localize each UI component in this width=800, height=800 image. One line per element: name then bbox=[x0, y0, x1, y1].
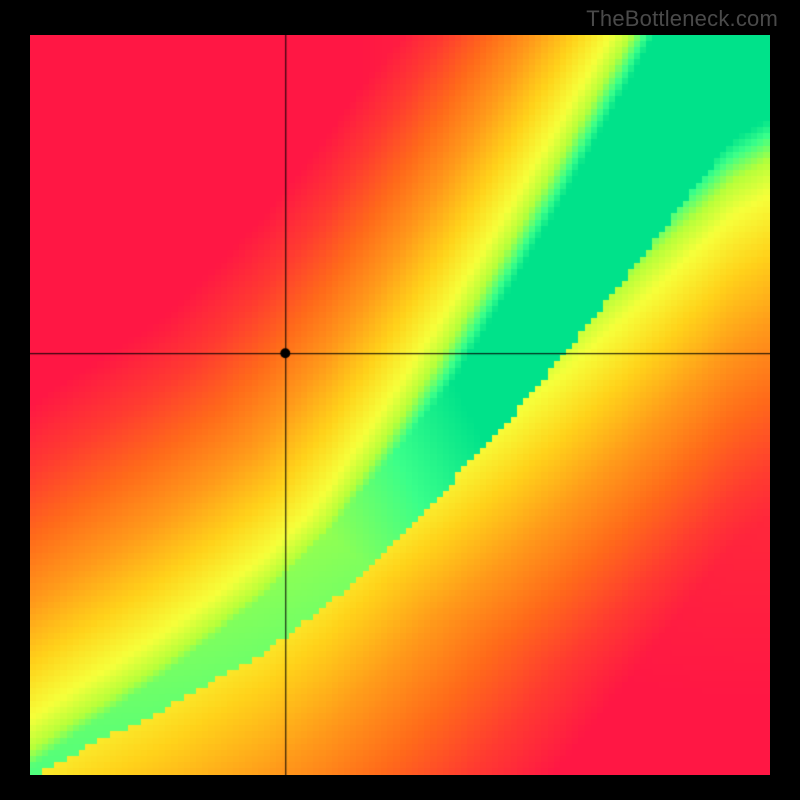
chart-frame: TheBottleneck.com bbox=[0, 0, 800, 800]
bottleneck-heatmap bbox=[30, 35, 770, 775]
watermark-text: TheBottleneck.com bbox=[586, 6, 778, 32]
